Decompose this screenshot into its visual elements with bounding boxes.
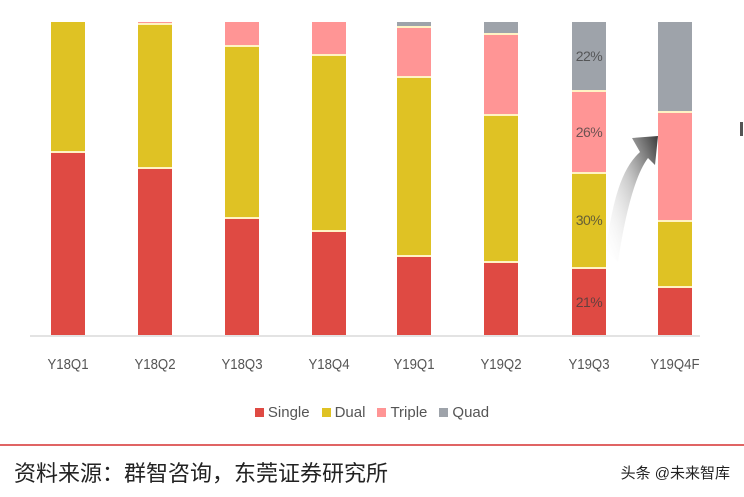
bar-y18q4 (312, 22, 346, 335)
segment-quad: 22% (572, 22, 606, 92)
source-note: 资料来源：群智咨询，东莞证券研究所 (14, 462, 389, 487)
footer-divider (0, 444, 744, 446)
legend-label: Quad (452, 404, 490, 421)
x-tick-label: Y19Q3 (568, 356, 610, 373)
chart-legend: Single Dual Triple Quad (0, 404, 744, 421)
segment-triple (397, 28, 431, 79)
segment-single: 21% (572, 268, 606, 335)
legend-swatch-icon (321, 408, 331, 417)
segment-triple: 26% (572, 91, 606, 174)
data-label: 21% (575, 293, 603, 310)
segment-triple (484, 34, 518, 116)
segment-dual (51, 22, 85, 154)
x-tick-label: Y18Q3 (221, 356, 263, 373)
segment-dual (138, 25, 172, 170)
x-axis-line (30, 335, 700, 337)
legend-swatch-icon (254, 408, 264, 417)
segment-quad (658, 22, 692, 113)
segment-dual (312, 56, 346, 232)
legend-label: Dual (334, 404, 366, 421)
data-label: 22% (575, 47, 603, 64)
legend-label: Single (267, 404, 310, 421)
segment-quad (397, 22, 431, 29)
x-tick-label: Y18Q4 (308, 356, 350, 373)
legend-swatch-icon (377, 408, 387, 417)
segment-single (312, 231, 346, 335)
legend-item-single: Single (254, 404, 310, 421)
data-label: 26% (575, 123, 603, 140)
data-label: 30% (575, 212, 603, 229)
bar-y19q3: 21% 30% 26% 22% (572, 22, 606, 335)
segment-dual: 30% (572, 173, 606, 269)
legend-item-dual: Dual (321, 404, 366, 421)
segment-dual (484, 115, 518, 264)
segment-triple (658, 112, 692, 223)
legend-swatch-icon (439, 408, 449, 417)
segment-triple (225, 22, 259, 48)
segment-dual (397, 78, 431, 257)
legend-item-triple: Triple (377, 404, 427, 421)
bar-y18q3 (225, 22, 259, 335)
segment-triple (312, 22, 346, 57)
x-tick-label: Y18Q1 (47, 356, 89, 373)
segment-single (138, 169, 172, 335)
segment-single (658, 288, 692, 335)
x-tick-label: Y19Q1 (393, 356, 435, 373)
x-tick-label: Y19Q4F (650, 356, 700, 373)
bar-y19q1 (397, 22, 431, 335)
segment-single (51, 153, 85, 335)
stacked-bar-chart: 21% 30% 26% 22% Y18Q1 Y18Q2 Y18Q3 Y18Q4 Y19Q1 Y1… (30, 22, 743, 373)
segment-dual (225, 47, 259, 220)
bar-y18q2 (138, 22, 172, 335)
segment-dual (658, 222, 692, 289)
bar-y19q4f (658, 22, 692, 335)
x-tick-label: Y19Q2 (480, 356, 522, 373)
segment-single (484, 263, 518, 335)
segment-triple (138, 22, 172, 26)
x-tick-label: Y18Q2 (134, 356, 176, 373)
legend-item-quad: Quad (439, 404, 489, 421)
legend-label: Triple (390, 404, 428, 421)
growth-arrow-icon (606, 136, 658, 262)
segment-single (225, 219, 259, 335)
edge-mark (740, 122, 743, 136)
segment-quad (484, 22, 518, 35)
bar-y18q1 (51, 22, 85, 335)
segment-single (397, 256, 431, 335)
bar-y19q2 (484, 22, 518, 335)
watermark: 头条 @未来智库 (620, 465, 730, 482)
